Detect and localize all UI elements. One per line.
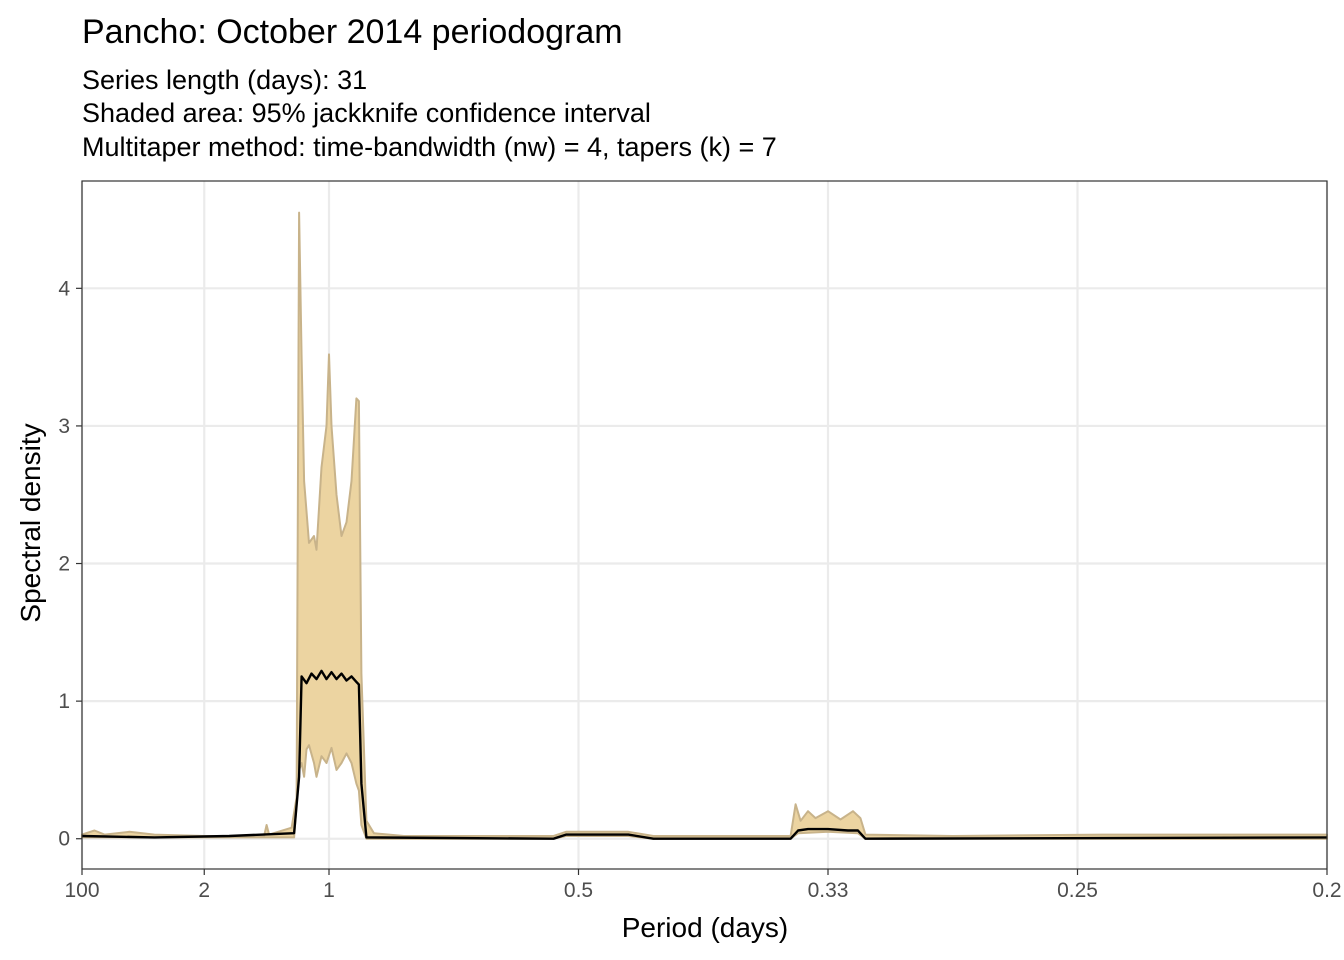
chart-title: Pancho: October 2014 periodogram — [82, 13, 623, 51]
x-tick-label-0: 100 — [64, 879, 99, 902]
y-tick-label-0: 0 — [58, 828, 70, 851]
x-tick-label-1: 2 — [198, 879, 210, 902]
x-tick-label-3: 0.5 — [564, 879, 593, 902]
spectral-estimate-line — [81, 669, 1328, 840]
y-axis-ticks: 0 1 2 3 4 — [58, 277, 82, 851]
panel-border — [81, 180, 1328, 870]
y-axis-label: Spectral density — [15, 423, 46, 622]
x-tick-label-2: 1 — [323, 879, 335, 902]
confidence-interval-band — [81, 211, 1328, 840]
x-tick-label-6: 0.2 — [1312, 879, 1341, 902]
y-tick-label-1: 1 — [58, 690, 70, 713]
x-tick-label-4: 0.33 — [808, 879, 849, 902]
grid-lines — [80, 181, 1329, 869]
chart-subtitle-line-2: Shaded area: 95% jackknife confidence in… — [82, 98, 651, 128]
chart-subtitle-line-1: Series length (days): 31 — [82, 65, 367, 95]
y-tick-label-3: 3 — [58, 415, 70, 438]
x-axis-ticks: 100 2 1 0.5 0.33 0.25 0.2 — [64, 869, 1342, 902]
y-tick-label-4: 4 — [58, 277, 70, 300]
x-tick-label-5: 0.25 — [1057, 879, 1098, 902]
x-axis-label: Period (days) — [622, 912, 789, 943]
y-tick-label-2: 2 — [58, 553, 70, 576]
chart-subtitle-line-3: Multitaper method: time-bandwidth (nw) =… — [82, 132, 777, 162]
